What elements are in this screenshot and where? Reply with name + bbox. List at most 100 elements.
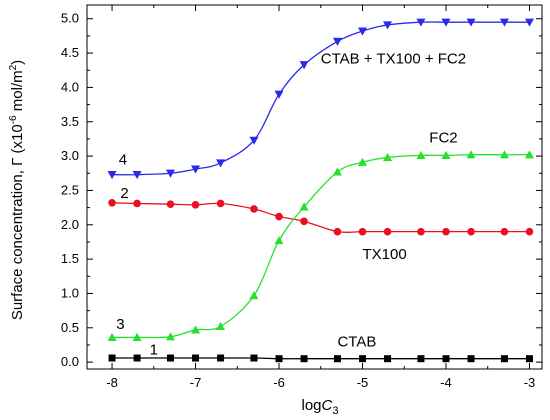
data-point bbox=[299, 202, 309, 211]
x-tick-label: -7 bbox=[190, 375, 202, 390]
y-axis-title: Surface concentration, Γ (x10-6 mol/m2) bbox=[8, 60, 26, 320]
data-point bbox=[384, 355, 392, 363]
data-point bbox=[107, 171, 117, 180]
data-point bbox=[467, 227, 475, 236]
y-tick-label: 5.0 bbox=[61, 11, 79, 26]
data-point bbox=[442, 355, 450, 363]
data-point bbox=[133, 199, 141, 208]
x-tick-label: -4 bbox=[440, 375, 452, 390]
data-point bbox=[466, 18, 476, 27]
data-point bbox=[417, 355, 425, 363]
data-point bbox=[191, 325, 201, 334]
data-point bbox=[191, 201, 200, 209]
data-point bbox=[249, 291, 259, 300]
data-point bbox=[108, 354, 116, 362]
plot-frame bbox=[86, 4, 543, 370]
series-layer bbox=[107, 18, 534, 363]
series-number-label: 4 bbox=[119, 151, 127, 168]
data-point bbox=[133, 354, 141, 362]
data-point bbox=[166, 354, 174, 362]
x-tick-label: -5 bbox=[357, 375, 369, 390]
data-point bbox=[333, 355, 341, 363]
series-2 bbox=[108, 198, 534, 236]
data-point bbox=[333, 227, 342, 236]
data-point bbox=[332, 37, 342, 46]
data-point bbox=[165, 169, 175, 178]
annotation-layer: CTAB + TX100 + FC2 FC2 TX100 CTAB 4 2 3 1 bbox=[116, 50, 466, 358]
data-point bbox=[524, 150, 534, 159]
data-point bbox=[383, 152, 393, 162]
data-point bbox=[275, 212, 283, 221]
series-3 bbox=[107, 150, 534, 342]
series-number-label: 1 bbox=[150, 342, 158, 359]
data-point bbox=[467, 355, 475, 363]
y-tick-label: 4.5 bbox=[61, 45, 79, 60]
series-line bbox=[112, 21, 530, 176]
data-point bbox=[358, 27, 368, 36]
data-point bbox=[525, 355, 533, 363]
data-point bbox=[216, 321, 226, 331]
data-point bbox=[441, 150, 451, 160]
data-point bbox=[383, 21, 393, 30]
x-tick-label: -8 bbox=[106, 375, 118, 390]
data-point bbox=[274, 90, 284, 99]
ticks bbox=[87, 5, 542, 369]
data-point bbox=[192, 354, 200, 362]
data-point bbox=[500, 227, 509, 236]
series-1 bbox=[108, 354, 533, 363]
data-point bbox=[416, 18, 426, 27]
y-tick-label: 2.5 bbox=[61, 182, 79, 197]
data-point bbox=[358, 227, 367, 236]
data-point bbox=[274, 236, 284, 245]
x-tick-label: -3 bbox=[524, 375, 536, 390]
series-line bbox=[112, 202, 530, 234]
data-point bbox=[466, 150, 476, 159]
data-point bbox=[216, 159, 226, 168]
data-point bbox=[275, 355, 283, 363]
y-tick-label: 1.5 bbox=[61, 251, 79, 266]
data-point bbox=[300, 217, 308, 226]
data-point bbox=[250, 354, 258, 362]
series-number-label: 2 bbox=[120, 185, 128, 202]
data-point bbox=[499, 18, 509, 27]
data-point bbox=[299, 61, 309, 70]
series-name-label: CTAB + TX100 + FC2 bbox=[321, 50, 466, 67]
data-point bbox=[359, 355, 367, 363]
data-point bbox=[525, 227, 534, 236]
series-name-label: FC2 bbox=[429, 129, 457, 146]
data-point bbox=[216, 199, 225, 208]
data-point bbox=[417, 227, 425, 236]
data-point bbox=[166, 200, 175, 208]
data-point bbox=[442, 227, 450, 236]
data-point bbox=[191, 165, 201, 174]
y-tick-label: 4.0 bbox=[61, 79, 79, 94]
data-point bbox=[524, 18, 534, 27]
data-point bbox=[250, 205, 258, 213]
y-tick-label: 1.0 bbox=[61, 285, 79, 300]
data-point bbox=[217, 354, 225, 362]
y-tick-label: 3.0 bbox=[61, 148, 79, 163]
data-point bbox=[249, 136, 259, 145]
series-name-label: CTAB bbox=[337, 333, 376, 350]
data-point bbox=[416, 150, 426, 160]
data-point bbox=[300, 355, 308, 363]
data-point bbox=[132, 171, 142, 180]
tick-labels: -8 -7 -6 -5 -4 -3 0.0 0.5 1.0 1.5 2.0 2.5 3.0 3.5 4.0 4… bbox=[61, 11, 535, 390]
data-point bbox=[108, 198, 116, 207]
data-point bbox=[383, 227, 392, 236]
series-4 bbox=[107, 18, 534, 180]
data-point bbox=[358, 157, 368, 166]
y-tick-label: 2.0 bbox=[61, 217, 79, 232]
y-tick-label: 3.5 bbox=[61, 114, 79, 129]
data-point bbox=[441, 18, 451, 27]
series-number-label: 3 bbox=[116, 316, 124, 333]
data-point bbox=[107, 332, 117, 342]
series-line bbox=[112, 154, 530, 339]
data-point bbox=[499, 150, 509, 159]
y-tick-label: 0.5 bbox=[61, 320, 79, 335]
x-tick-label: -6 bbox=[273, 375, 285, 390]
data-point bbox=[500, 355, 508, 363]
y-tick-label: 0.0 bbox=[61, 354, 79, 369]
data-point bbox=[132, 332, 142, 342]
